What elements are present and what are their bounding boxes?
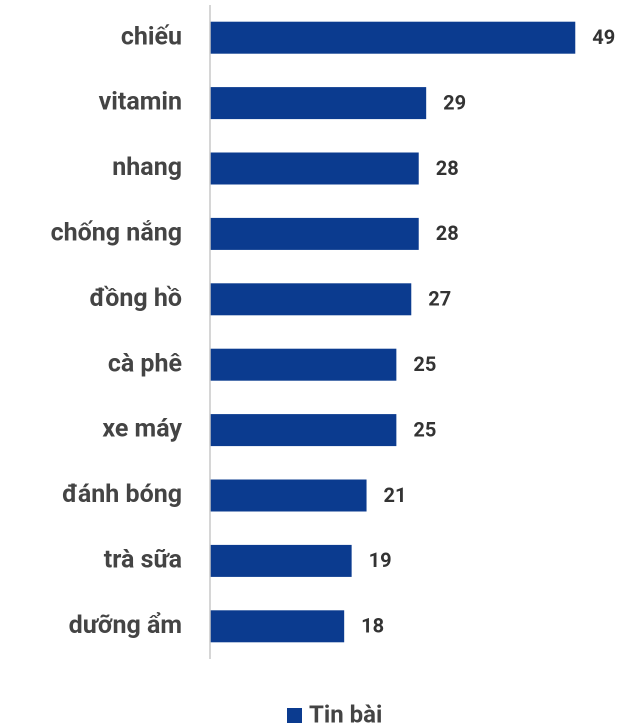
data-label: 21 — [384, 483, 407, 507]
data-label: 25 — [413, 417, 436, 441]
bar — [210, 479, 367, 512]
y-tick-label: đồng hồ — [90, 284, 182, 313]
y-tick-label: chống nắng — [51, 219, 182, 248]
y-tick-label: vitamin — [99, 88, 182, 117]
bar — [210, 152, 419, 185]
bar — [210, 217, 419, 250]
y-tick-label: trà sữa — [104, 546, 182, 575]
legend-label: Tin bài — [309, 700, 382, 725]
bar — [210, 610, 345, 643]
data-label: 28 — [436, 221, 459, 245]
data-label: 28 — [436, 156, 459, 180]
bar — [210, 87, 427, 120]
data-label: 25 — [413, 352, 436, 376]
y-tick-label: xe máy — [102, 415, 182, 444]
data-label: 29 — [443, 90, 466, 114]
bar — [210, 414, 397, 447]
bar — [210, 348, 397, 381]
data-label: 49 — [592, 25, 615, 49]
y-tick-label: nhang — [112, 153, 182, 182]
data-label: 27 — [428, 287, 451, 311]
y-tick-label: chiếu — [121, 22, 182, 51]
data-label: 19 — [369, 548, 392, 572]
bar — [210, 544, 352, 577]
legend-swatch — [287, 708, 302, 723]
y-tick-label: dưỡng ẩm — [69, 611, 182, 640]
data-label: 18 — [361, 614, 384, 638]
y-tick-label: cà phê — [108, 349, 182, 378]
bar — [210, 21, 576, 54]
bar — [210, 283, 412, 316]
y-tick-label: đánh bóng — [62, 480, 182, 509]
